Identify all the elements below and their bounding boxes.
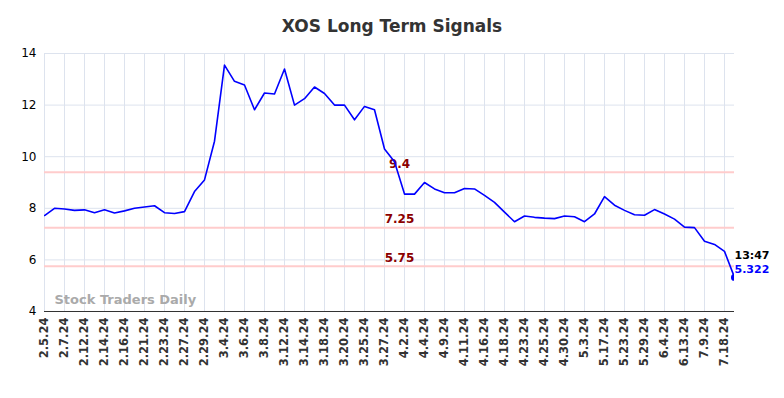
svg-text:2.5.24: 2.5.24 (37, 318, 51, 359)
svg-text:4.9.24: 4.9.24 (437, 318, 451, 359)
svg-text:3.20.24: 3.20.24 (337, 318, 351, 367)
svg-text:4.16.24: 4.16.24 (477, 318, 491, 367)
svg-text:5.23.24: 5.23.24 (617, 318, 631, 367)
svg-text:4: 4 (29, 304, 37, 318)
svg-text:3.4.24: 3.4.24 (217, 318, 231, 359)
svg-text:Stock Traders Daily: Stock Traders Daily (55, 292, 197, 307)
svg-text:2.23.24: 2.23.24 (157, 318, 171, 367)
svg-text:7.9.24: 7.9.24 (697, 318, 711, 359)
svg-text:5.322: 5.322 (735, 263, 770, 276)
svg-text:4.25.24: 4.25.24 (537, 318, 551, 367)
svg-text:6.4.24: 6.4.24 (657, 318, 671, 359)
svg-text:2.12.24: 2.12.24 (77, 318, 91, 367)
svg-text:5.75: 5.75 (385, 251, 415, 265)
svg-text:4.4.24: 4.4.24 (417, 318, 431, 359)
svg-text:3.14.24: 3.14.24 (297, 318, 311, 367)
svg-text:12: 12 (21, 98, 36, 112)
svg-text:6: 6 (29, 253, 37, 267)
svg-text:4.2.24: 4.2.24 (397, 318, 411, 359)
svg-text:2.7.24: 2.7.24 (57, 318, 71, 359)
svg-text:2.29.24: 2.29.24 (197, 318, 211, 367)
svg-text:5.3.24: 5.3.24 (577, 318, 591, 359)
svg-text:10: 10 (21, 150, 36, 164)
svg-text:4.23.24: 4.23.24 (517, 318, 531, 367)
svg-text:5.29.24: 5.29.24 (637, 318, 651, 367)
svg-text:3.18.24: 3.18.24 (317, 318, 331, 367)
svg-text:8: 8 (29, 201, 37, 215)
svg-text:2.14.24: 2.14.24 (97, 318, 111, 367)
svg-text:3.6.24: 3.6.24 (237, 318, 251, 359)
svg-text:9.4: 9.4 (388, 157, 411, 171)
svg-text:3.12.24: 3.12.24 (277, 318, 291, 367)
svg-text:2.16.24: 2.16.24 (117, 318, 131, 367)
html-text:XOS Long Term Signals: XOS Long Term Signals (281, 16, 503, 36)
svg-text:7.25: 7.25 (385, 212, 415, 226)
svg-text:4.30.24: 4.30.24 (557, 318, 571, 367)
svg-text:2.21.24: 2.21.24 (137, 318, 151, 367)
svg-text:2.27.24: 2.27.24 (177, 318, 191, 367)
svg-text:3.25.24: 3.25.24 (357, 318, 371, 367)
svg-text:3.27.24: 3.27.24 (377, 318, 391, 367)
svg-text:14: 14 (21, 46, 36, 60)
svg-text:4.11.24: 4.11.24 (457, 318, 471, 367)
svg-text:7.18.24: 7.18.24 (717, 318, 731, 367)
svg-text:6.13.24: 6.13.24 (677, 318, 691, 367)
svg-text:3.8.24: 3.8.24 (257, 318, 271, 359)
svg-text:13:47: 13:47 (735, 249, 770, 262)
svg-text:5.17.24: 5.17.24 (597, 318, 611, 367)
svg-text:4.18.24: 4.18.24 (497, 318, 511, 367)
